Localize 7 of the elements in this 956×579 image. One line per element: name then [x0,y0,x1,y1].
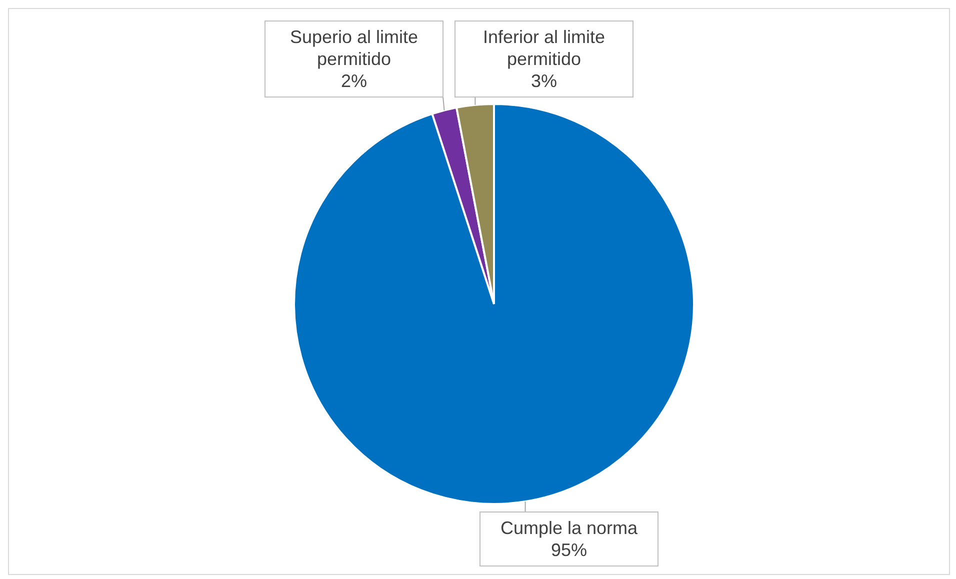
pie-slice [293,103,695,505]
slice-label: Superio al limite permitido [290,27,418,69]
slice-label: Cumple la norma [500,518,639,538]
slice-label: Inferior al limite permitido [482,27,606,69]
data-label: 95% [550,540,588,560]
data-label: 3% [530,71,558,91]
data-label: 2% [340,71,368,91]
